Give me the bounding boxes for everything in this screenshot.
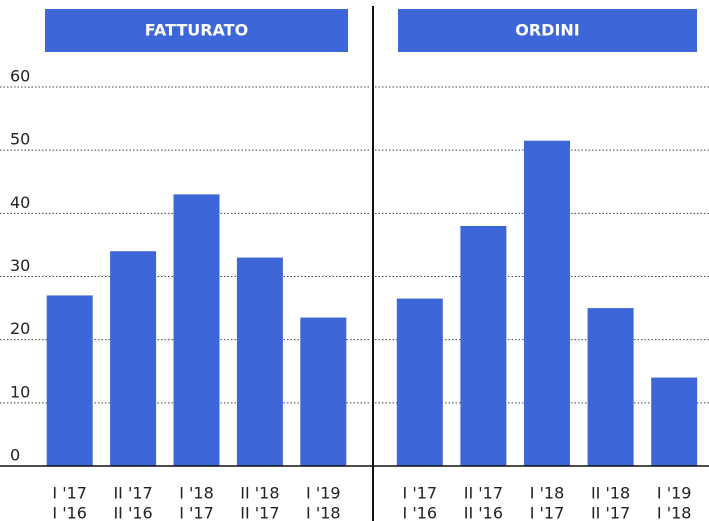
bar [651,377,698,466]
chart-title: ORDINI [515,21,580,40]
x-tick-label: I '18 [179,484,214,503]
x-tick-label: I '17 [530,504,565,521]
bar [173,194,220,466]
title-box [398,9,697,52]
y-tick-label: 40 [10,193,30,212]
y-tick-label: 20 [10,319,30,338]
bar [460,225,507,466]
x-tick-label: II '18 [591,484,630,503]
x-tick-label: II '16 [113,504,152,521]
bar [300,317,347,466]
x-tick-label: I '17 [52,484,87,503]
chart-title: FATTURATO [145,21,248,40]
x-tick-label: I '16 [52,504,87,521]
y-tick-label: 60 [10,67,30,86]
y-tick-label: 30 [10,256,30,275]
x-tick-label: I '18 [306,504,341,521]
x-tick-label: II '17 [591,504,630,521]
bar [110,251,157,466]
bar [46,295,93,466]
title-box [45,9,348,52]
x-tick-label: I '16 [403,504,438,521]
bar [236,257,283,466]
x-tick-label: II '17 [464,484,503,503]
bar [524,140,570,467]
x-tick-label: I '17 [179,504,214,521]
x-tick-label: I '18 [530,484,565,503]
x-tick-label: II '17 [240,504,279,521]
y-tick-label: 0 [10,446,20,465]
x-tick-label: I '17 [403,484,438,503]
x-tick-label: II '16 [464,504,503,521]
bar [587,308,634,466]
bar [396,298,443,466]
x-tick-label: I '19 [306,484,341,503]
y-tick-label: 50 [10,130,30,149]
x-tick-label: II '18 [240,484,279,503]
y-tick-label: 10 [10,382,30,401]
x-tick-label: I '18 [657,504,692,521]
x-tick-label: II '17 [113,484,152,503]
x-tick-label: I '19 [657,484,692,503]
